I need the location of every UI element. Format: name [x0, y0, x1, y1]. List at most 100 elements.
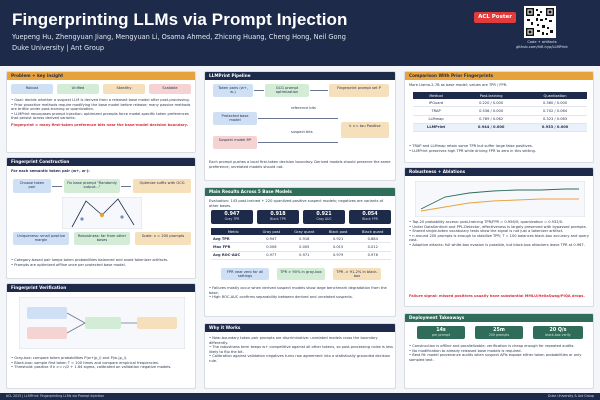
table-row: TRAP 0.536 / 0.000 0.702 / 0.064 — [413, 106, 587, 116]
motivation-bullet: • LLMPrint repurposes prompt injection: … — [11, 111, 189, 121]
col-header: Gray quant — [286, 228, 322, 236]
verification-body: • Gray-box: compare token probabilities … — [11, 356, 193, 370]
construction-bullet: • Category-based pair keeps token probab… — [11, 258, 169, 262]
takeaways-panel: Deployment Takeaways 14s per prompt 25m … — [404, 313, 594, 389]
comparison-bullet: • TRAP and LLMmap retain some TPR but su… — [409, 144, 533, 148]
takeaways-bullet: • Best fit: model provenance audits when… — [409, 353, 582, 362]
table-row-highlight: LLMPrint 0.944 / 0.000 0.933 / 0.000 — [413, 123, 587, 132]
results-body: • Failures mostly occur when derived sus… — [209, 286, 393, 300]
decision-boundary-diagram — [62, 197, 142, 229]
results-bullet: • Failures mostly occur when derived sus… — [209, 286, 387, 295]
why-bullet: • Near-boundary token-pair prompts are d… — [209, 336, 378, 345]
results-panel: Main Results Across 5 Base Models Evalua… — [204, 187, 396, 317]
qr-caption: Code + artifacts github.com/hifi-hyp/LLM… — [516, 40, 568, 49]
why-panel: Why it Works • Near-boundary token-pair … — [204, 323, 396, 389]
qr-code-icon[interactable] — [524, 6, 556, 38]
construction-bullet: • Prompts are optimized offline once per… — [11, 262, 126, 267]
comparison-table-wrap: Method Post-training Quantization IPGuar… — [413, 92, 587, 132]
prop-uniqueness: Uniqueness: small positive margin — [13, 232, 69, 245]
author-list: Yuepeng Hu, Zhengyuan Jiang, Mengyuan Li… — [12, 33, 346, 41]
step-optimize-gcg: Optimize suffix with GCG — [133, 179, 191, 193]
callout-fpr: FPR near zero for all settings — [221, 268, 269, 280]
poster-title: Fingerprinting LLMs via Prompt Injection — [12, 10, 348, 29]
chip-scalable: Scalable — [149, 84, 191, 94]
comparison-panel: Comparison With Prior Fingerprints More … — [404, 71, 594, 163]
table-row: IPGuard 0.220 / 0.000 0.360 / 0.000 — [413, 99, 587, 108]
table-row: LLMmap 0.789 / 0.062 0.323 / 0.063 — [413, 115, 587, 124]
table-row: Avg TPR 0.947 0.918 0.921 0.884 — [211, 235, 391, 244]
node-base-model: Protected base model — [213, 112, 257, 125]
arrow — [121, 186, 131, 187]
verification-panel: Fingerprint Verification • Gray-box: com… — [6, 283, 196, 389]
comparison-heading: Comparison With Prior Fingerprints — [405, 72, 593, 80]
node-token-pairs: Token pairs (w+, w-) — [213, 84, 253, 97]
motivation-bullet: • Goal: decide whether a suspect LLM is … — [11, 98, 190, 102]
arrow — [52, 186, 62, 187]
verification-diagram — [19, 297, 185, 349]
robustness-panel: Robustness + Ablations • Top-20 probabil… — [404, 167, 594, 307]
verification-heading: Fingerprint Verification — [7, 284, 195, 292]
table-row: Avg ROC-AUC 0.977 0.971 0.979 0.976 — [211, 251, 391, 260]
pipeline-heading: LLMPrint Pipeline — [205, 72, 395, 80]
pill-per-prompt: 14s per prompt — [417, 326, 465, 339]
acl-badge: ACL Poster — [474, 12, 516, 23]
chip-stealthy: Stealthy — [103, 84, 145, 94]
col-header: Black quant — [354, 228, 391, 236]
chip-unified: Unified — [57, 84, 99, 94]
robustness-chart-strip — [415, 181, 585, 217]
pipeline-panel: LLMPrint Pipeline Token pairs (w+, w-) G… — [204, 71, 396, 181]
node-prompt-set: Fingerprint prompt set P — [329, 84, 389, 97]
robustness-bullet: • n around 200 prompts is enough to stab… — [409, 233, 589, 243]
verification-bullet: • Threshold: positive if k >= n/2 + 1.64… — [11, 365, 172, 370]
arrow — [254, 90, 264, 91]
poster-footer: ACL 2025 | LLMPrint: Fingerprinting LLMs… — [0, 393, 600, 400]
arrow — [258, 118, 338, 119]
results-table-wrap: Metric Gray post Gray quant Black post B… — [211, 228, 391, 260]
node-decision: k >= tau Positive — [341, 122, 389, 138]
takeaways-bullet: • No modification to already released ba… — [409, 348, 522, 353]
robustness-heading: Robustness + Ablations — [405, 168, 593, 176]
arrow — [258, 142, 338, 143]
affiliation: Duke University | Ant Group — [12, 44, 105, 52]
results-subtitle: Evaluation: 143 post-trained + 220 quant… — [209, 199, 384, 208]
footer-left: ACL 2025 | LLMPrint: Fingerprinting LLMs… — [6, 394, 105, 398]
results-table: Metric Gray post Gray quant Black post B… — [211, 228, 391, 260]
pipeline-caption: Each prompt pushes a local first-token d… — [209, 160, 391, 169]
robustness-failure-note: Failure signal: missed positives usually… — [409, 294, 585, 298]
motivation-panel: Problem + key insight Robust Unified Ste… — [6, 71, 196, 153]
robustness-bullet: • Adaptive attacks: full white-box evasi… — [409, 242, 585, 247]
verification-bullet: • Gray-box: compare token probabilities … — [11, 356, 128, 360]
comparison-subtitle: More Llama-2-7B as base model; values ar… — [409, 83, 508, 87]
chip-robust: Robust — [11, 84, 53, 94]
node-suspect-model: Suspect model M* — [213, 136, 257, 149]
takeaways-heading: Deployment Takeaways — [405, 314, 593, 322]
col-header: Method — [413, 92, 460, 100]
takeaways-body: • Construction is offline and paralleliz… — [409, 344, 591, 362]
comparison-bullet: • LLMPrint preserves high TPR while driv… — [409, 148, 536, 153]
construction-subtitle: For each semantic token pair (w+, w-): — [11, 169, 90, 173]
metric-gray-auc: 0.921 Gray AUC — [303, 210, 345, 224]
metric-black-fpr: 0.054 Black FPR — [349, 210, 391, 224]
label-suspect-bits: suspect bits — [291, 130, 313, 134]
why-bullet: • The robustness term keeps w+ competiti… — [209, 345, 393, 354]
arrow — [310, 90, 328, 91]
motivation-body: • Goal: decide whether a suspect LLM is … — [11, 98, 193, 128]
motivation-highlight: Fingerprint = many first-token preferenc… — [11, 122, 189, 127]
construction-body: • Category-based pair keeps token probab… — [11, 258, 193, 267]
motivation-bullet: • Prior proactive methods require modify… — [11, 102, 191, 112]
label-reference-bits: reference bits — [291, 106, 316, 110]
robustness-bullet: • Shared single-token vocabulary tests s… — [409, 229, 564, 234]
col-header: Post-training — [459, 92, 524, 100]
pill-black-box-verify: 20 Q/s black-box verify — [533, 326, 583, 339]
pill-200-prompts: 25m 200 prompts — [475, 326, 523, 339]
node-gcg: GCG prompt optimization — [265, 84, 309, 97]
construction-panel: Fingerprint Construction For each semant… — [6, 157, 196, 279]
step-choose-pair: Choose token pair — [13, 179, 51, 193]
robustness-body: • Top-20 probability access: post-traini… — [409, 220, 591, 248]
prop-robustness: Robustness: far from other bases — [74, 232, 130, 245]
why-body: • Near-boundary token-pair prompts are d… — [209, 336, 393, 364]
takeaways-bullet: • Construction is offline and paralleliz… — [409, 344, 575, 348]
robustness-bullet: • Top-20 probability access: post-traini… — [409, 220, 564, 224]
col-header: Gray post — [255, 228, 287, 236]
